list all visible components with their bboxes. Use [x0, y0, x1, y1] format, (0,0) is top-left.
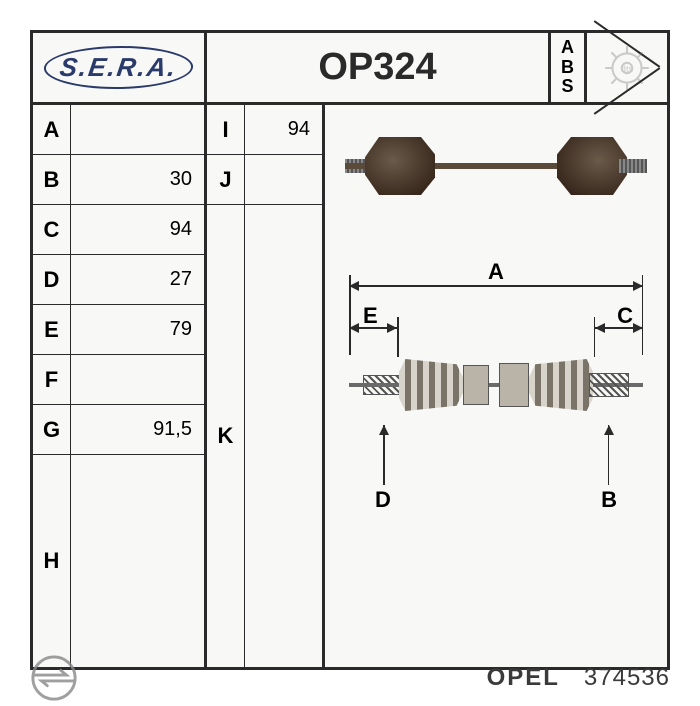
dim-label-b: B [601, 487, 617, 513]
gear-icon: dts [601, 42, 653, 94]
joint-cup-right-icon [499, 363, 529, 407]
joint-cup-left-icon [463, 365, 489, 405]
spec-sheet: S.E.R.A. OP324 A B S dts A B30 C94 D27 [30, 30, 670, 670]
spec-key: E [33, 305, 71, 354]
spec-column-2: I94 J K [207, 105, 325, 667]
spec-row: F [33, 355, 204, 405]
spec-key: J [207, 155, 245, 204]
pointer-d [383, 425, 385, 485]
spec-key: I [207, 105, 245, 154]
dim-label-d: D [375, 487, 391, 513]
spec-row: H [33, 455, 204, 667]
spec-val [245, 205, 322, 667]
spline-section-right-icon [589, 373, 629, 397]
pointer-b [608, 425, 610, 485]
spec-key: B [33, 155, 71, 204]
spec-key: G [33, 405, 71, 454]
driveshaft-lineart [349, 345, 643, 425]
gear-text: dts [621, 64, 634, 74]
spec-key: D [33, 255, 71, 304]
spec-row: C94 [33, 205, 204, 255]
driveshaft-photo [345, 125, 647, 205]
cv-boot-right-line-icon [529, 359, 593, 411]
body-row: A B30 C94 D27 E79 F G91,5 H I94 J K [33, 105, 667, 667]
dim-label-a: A [488, 259, 504, 285]
spec-val: 94 [245, 105, 322, 154]
cv-boot-right-icon [557, 137, 627, 195]
diagram-area: A E C [325, 105, 667, 667]
spec-val: 91,5 [71, 405, 204, 454]
dim-label-c: C [617, 303, 633, 329]
spec-row: J [207, 155, 322, 205]
footer: OPEL 374536 [30, 650, 670, 706]
spec-row: A [33, 105, 204, 155]
spec-column-1: A B30 C94 D27 E79 F G91,5 H [33, 105, 207, 667]
spec-key: A [33, 105, 71, 154]
spec-key: H [33, 455, 71, 667]
spec-row: I94 [207, 105, 322, 155]
spline-right-icon [619, 159, 647, 173]
abs-b: B [561, 58, 574, 78]
spec-val [71, 105, 204, 154]
spec-row: B30 [33, 155, 204, 205]
header-row: S.E.R.A. OP324 A B S dts [33, 33, 667, 105]
spec-val [245, 155, 322, 204]
footer-make: OPEL [487, 664, 560, 692]
spec-val [71, 455, 204, 667]
spec-row: E79 [33, 305, 204, 355]
ext-line [349, 275, 351, 355]
part-code: OP324 [207, 33, 551, 102]
spec-key: K [207, 205, 245, 667]
cv-boot-left-icon [365, 137, 435, 195]
opel-logo-icon [30, 654, 78, 702]
spec-val: 30 [71, 155, 204, 204]
dim-label-e: E [363, 303, 378, 329]
cv-boot-left-line-icon [399, 359, 463, 411]
spec-row: D27 [33, 255, 204, 305]
spec-key: C [33, 205, 71, 254]
dim-line-a [349, 285, 643, 287]
dimension-drawing: A E C [335, 275, 657, 647]
gear-cell: dts [587, 33, 667, 102]
spec-key: F [33, 355, 71, 404]
abs-a: A [561, 38, 574, 58]
sera-logo: S.E.R.A. [41, 46, 196, 89]
abs-s: S [561, 77, 573, 97]
ext-line [642, 275, 644, 355]
spec-row: K [207, 205, 322, 667]
spec-val: 27 [71, 255, 204, 304]
footer-oem-number: 374536 [584, 664, 670, 692]
spec-row: G91,5 [33, 405, 204, 455]
spec-val: 94 [71, 205, 204, 254]
sera-logo-cell: S.E.R.A. [33, 33, 207, 102]
spec-val: 79 [71, 305, 204, 354]
abs-badge: A B S [551, 33, 587, 102]
spec-val [71, 355, 204, 404]
